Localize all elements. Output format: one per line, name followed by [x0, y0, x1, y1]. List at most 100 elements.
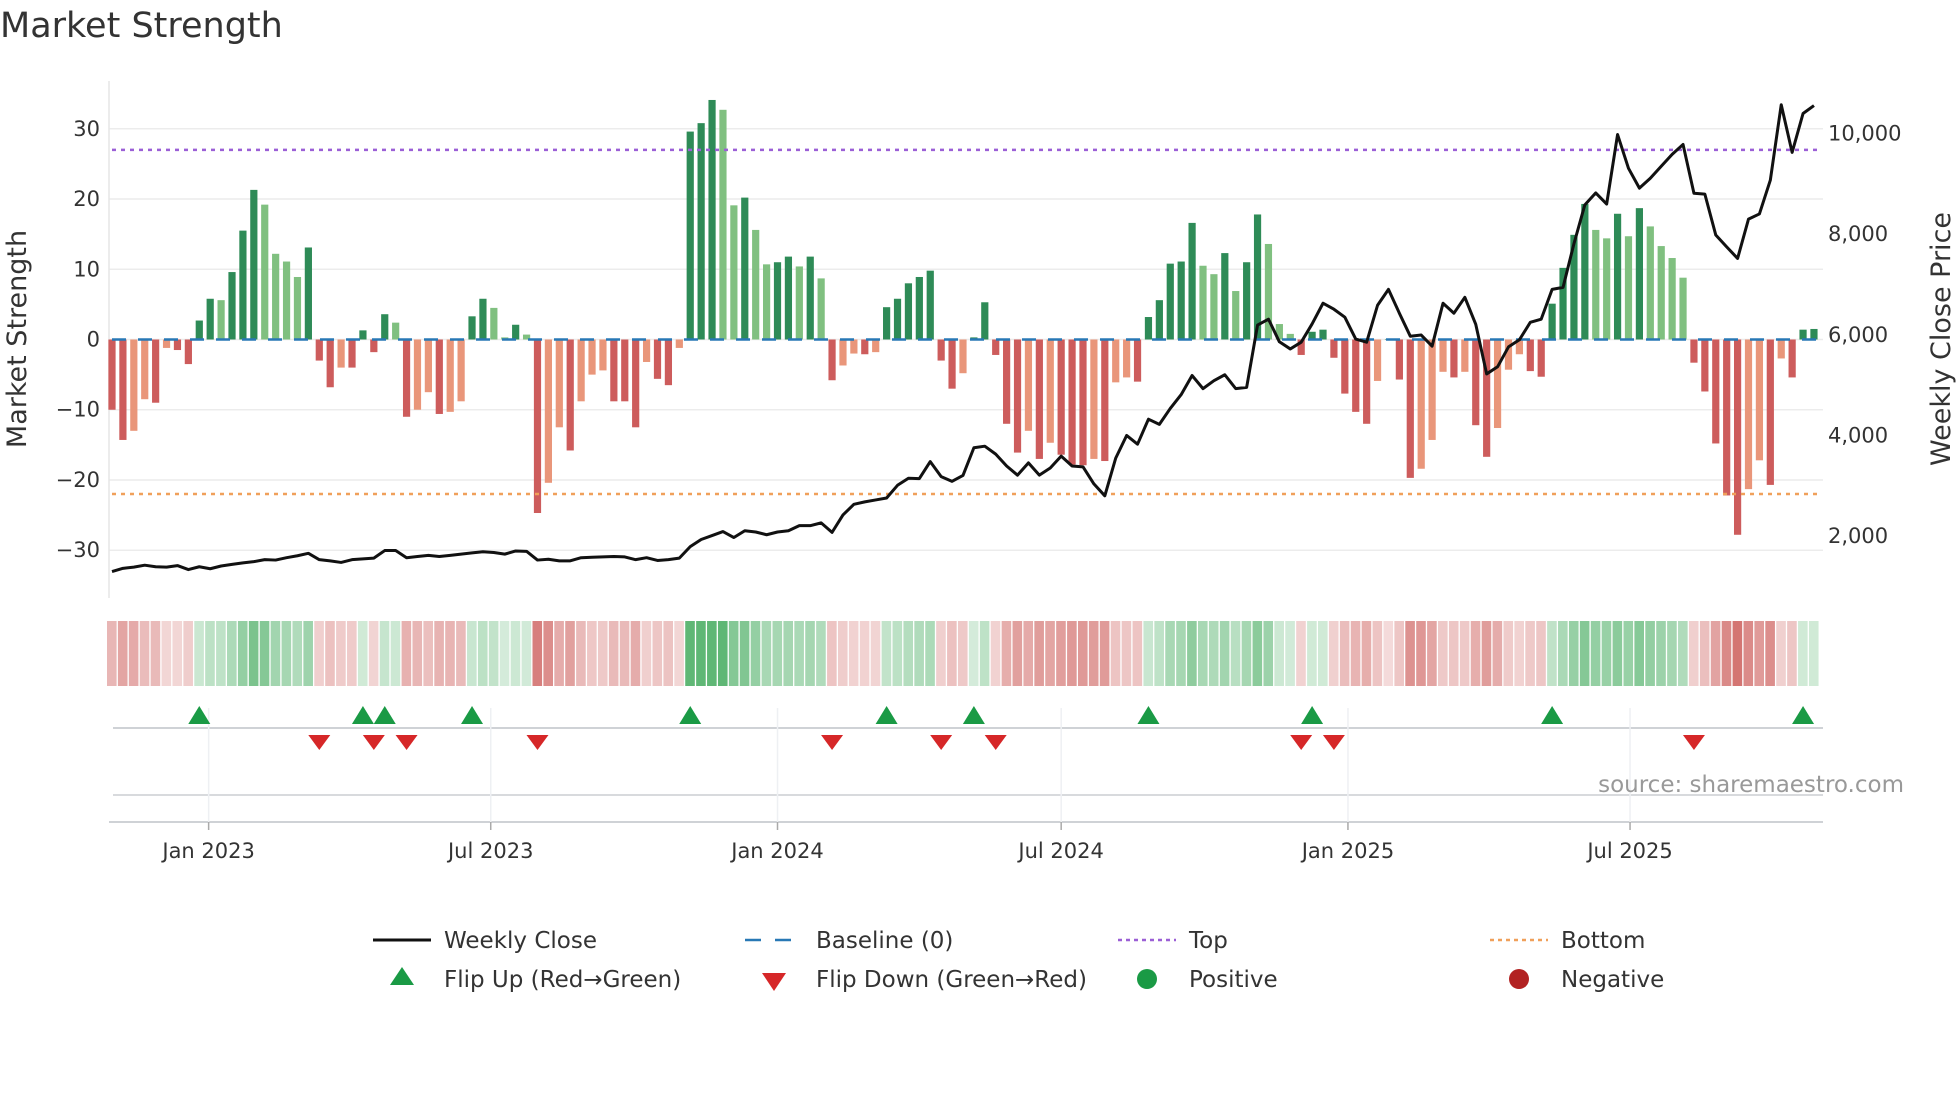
positive-bar — [282, 261, 291, 340]
positive-bar — [392, 322, 400, 340]
legend-item: Flip Down (Green→Red) — [762, 967, 1087, 993]
negative-bar — [588, 339, 596, 375]
negative-bar — [544, 339, 552, 483]
heat-cell — [696, 621, 706, 686]
positive-bar — [1319, 329, 1327, 340]
heat-cell — [1394, 621, 1404, 686]
flip-up-marker — [1792, 706, 1815, 724]
heat-cell — [216, 621, 226, 686]
positive-bar — [719, 109, 727, 340]
positive-bar — [217, 300, 225, 340]
positive-bar — [1199, 265, 1207, 340]
heat-cell — [750, 621, 761, 686]
negative-bar — [533, 339, 542, 514]
legend-item: Flip Up (Red→Green) — [390, 967, 681, 993]
heat-cell — [1623, 621, 1634, 686]
negative-bar — [861, 339, 869, 355]
positive-bar — [195, 320, 203, 340]
heat-cell — [1798, 621, 1808, 686]
negative-bar — [402, 339, 411, 417]
heat-cell — [488, 621, 499, 686]
heat-cell — [1198, 621, 1208, 686]
y-tick-label: −20 — [56, 468, 100, 492]
positive-bar — [1264, 243, 1273, 340]
positive-bar — [1603, 238, 1611, 340]
heat-cell — [183, 621, 193, 686]
heat-cell — [816, 621, 826, 686]
negative-bar — [1133, 339, 1142, 382]
flip-down-marker — [526, 735, 549, 750]
heat-cell — [1547, 621, 1557, 686]
negative-bar — [326, 339, 334, 388]
heat-cell — [652, 621, 663, 686]
strength-bars — [108, 99, 1818, 535]
flip-down-marker — [984, 735, 1007, 750]
negative-bar — [937, 339, 945, 361]
heat-cell — [597, 621, 608, 686]
positive-bar — [883, 307, 891, 340]
heat-cell — [1710, 621, 1721, 686]
heat-cell — [434, 621, 444, 686]
negative-bar — [1352, 339, 1360, 412]
axes: Jan 2023 Jul 2023 Jan 2024 Jul 2024 Jan 2025… — [109, 708, 1823, 863]
negative-bar — [1777, 339, 1785, 359]
heat-cell — [1667, 621, 1677, 686]
heat-cell — [794, 621, 804, 686]
flip-up-marker — [351, 706, 374, 724]
negative-bar — [1472, 339, 1480, 426]
heat-cell — [1328, 621, 1339, 686]
negative-bar — [1483, 339, 1491, 457]
heat-cell — [401, 621, 412, 686]
legend-item: Baseline (0) — [745, 928, 953, 954]
heat-cell — [685, 621, 695, 686]
negative-bar — [424, 339, 432, 393]
heat-cell — [827, 621, 837, 686]
heat-cell — [1743, 621, 1754, 686]
heat-cell — [1808, 621, 1819, 686]
heat-cell — [947, 621, 957, 686]
flip-down-marker — [308, 735, 331, 750]
flip-down-marker — [395, 735, 418, 750]
x-tick-label: Jul 2023 — [446, 839, 533, 863]
heat-cell — [1230, 621, 1241, 686]
negative-bar — [1341, 339, 1349, 394]
negative-bar — [1101, 339, 1109, 462]
heat-cell — [1307, 621, 1317, 686]
heat-cell — [1143, 621, 1154, 686]
positive-bar — [708, 99, 716, 340]
positive-bar — [206, 298, 214, 340]
negative-bar — [839, 339, 847, 366]
positive-bar — [1177, 261, 1185, 340]
negative-bar — [1461, 339, 1469, 372]
heat-cell — [554, 621, 564, 686]
heat-cell — [805, 621, 815, 686]
negative-bar — [577, 339, 585, 402]
negative-bar — [1003, 339, 1011, 424]
negative-bar — [1515, 339, 1523, 355]
heat-cell — [1448, 621, 1459, 686]
heat-cell — [1012, 621, 1023, 686]
negative-bar — [1057, 339, 1065, 455]
heat-cell — [412, 621, 423, 686]
positive-bar — [1581, 203, 1589, 340]
legend-label: Baseline (0) — [816, 928, 953, 954]
negative-bar — [872, 339, 880, 353]
negative-bar — [348, 339, 356, 368]
positive-bar — [1166, 263, 1174, 340]
negative-bar — [1723, 339, 1731, 496]
heat-cell — [1034, 621, 1044, 686]
negative-bar — [1690, 339, 1698, 363]
heat-cell — [1067, 621, 1077, 686]
heat-cell — [1568, 621, 1579, 686]
y-tick-label: 10 — [73, 257, 100, 281]
heat-cell — [1754, 621, 1765, 686]
negative-bar — [184, 339, 192, 365]
heat-cell — [674, 621, 684, 686]
positive-bar — [893, 298, 902, 340]
negative-bar — [828, 339, 836, 381]
negative-bar — [1330, 339, 1338, 358]
heat-cell — [1416, 621, 1426, 686]
heat-cell — [936, 621, 946, 686]
positive-bar — [752, 229, 760, 340]
negative-bar — [1766, 339, 1774, 485]
